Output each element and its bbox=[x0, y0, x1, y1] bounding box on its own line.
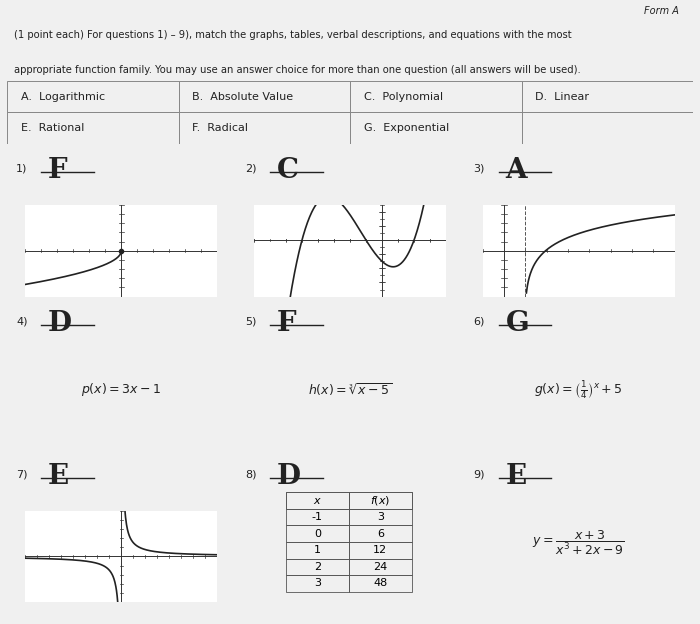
Text: 2): 2) bbox=[245, 163, 256, 173]
Text: $f(x)$: $f(x)$ bbox=[370, 494, 391, 507]
Text: A: A bbox=[505, 157, 527, 185]
Bar bbox=[286, 575, 349, 592]
Text: A.  Logarithmic: A. Logarithmic bbox=[21, 92, 105, 102]
Text: E: E bbox=[505, 463, 526, 490]
Text: $g(x) = \left(\frac{1}{4}\right)^x + 5$: $g(x) = \left(\frac{1}{4}\right)^x + 5$ bbox=[534, 379, 623, 401]
Text: 1): 1) bbox=[16, 163, 27, 173]
Bar bbox=[349, 509, 412, 525]
Bar bbox=[286, 558, 349, 575]
Text: 5): 5) bbox=[245, 316, 256, 326]
Text: 3): 3) bbox=[473, 163, 485, 173]
Text: 6): 6) bbox=[473, 316, 485, 326]
Text: $p(x) = 3x − 1$: $p(x) = 3x − 1$ bbox=[81, 381, 161, 398]
Text: 3: 3 bbox=[314, 578, 321, 588]
Text: 48: 48 bbox=[373, 578, 387, 588]
Text: G: G bbox=[505, 310, 529, 338]
Text: 12: 12 bbox=[373, 545, 387, 555]
Text: D: D bbox=[48, 310, 72, 338]
Text: $y = \dfrac{x+3}{x^3+2x-9}$: $y = \dfrac{x+3}{x^3+2x-9}$ bbox=[532, 529, 625, 557]
Bar bbox=[349, 492, 412, 509]
Bar bbox=[349, 558, 412, 575]
Text: 7): 7) bbox=[16, 469, 27, 479]
Bar bbox=[178, 81, 350, 112]
Text: F.  Radical: F. Radical bbox=[193, 123, 248, 133]
Text: $x$: $x$ bbox=[313, 495, 322, 505]
Text: C.  Polynomial: C. Polynomial bbox=[364, 92, 443, 102]
Bar bbox=[349, 542, 412, 558]
Text: D.  Linear: D. Linear bbox=[536, 92, 589, 102]
Bar bbox=[286, 492, 349, 509]
Bar bbox=[286, 509, 349, 525]
Bar bbox=[350, 112, 522, 144]
Text: -1: -1 bbox=[312, 512, 323, 522]
Text: G.  Exponential: G. Exponential bbox=[364, 123, 449, 133]
Text: 1: 1 bbox=[314, 545, 321, 555]
Text: $h(x) = \sqrt[3]{x-5}$: $h(x) = \sqrt[3]{x-5}$ bbox=[308, 381, 392, 398]
Text: 9): 9) bbox=[473, 469, 485, 479]
Bar bbox=[7, 112, 178, 144]
Text: (1 point each) For questions 1) – 9), match the graphs, tables, verbal descripti: (1 point each) For questions 1) – 9), ma… bbox=[14, 31, 571, 41]
Bar bbox=[286, 542, 349, 558]
Text: appropriate function family. You may use an answer choice for more than one ques: appropriate function family. You may use… bbox=[14, 64, 580, 75]
Bar bbox=[286, 492, 349, 509]
Bar bbox=[522, 81, 693, 112]
Text: C: C bbox=[276, 157, 299, 185]
Text: B.  Absolute Value: B. Absolute Value bbox=[193, 92, 293, 102]
Text: 2: 2 bbox=[314, 562, 321, 572]
Bar bbox=[522, 112, 693, 144]
Bar bbox=[349, 575, 412, 592]
Text: D: D bbox=[276, 463, 301, 490]
Text: E: E bbox=[48, 463, 69, 490]
Text: 4): 4) bbox=[16, 316, 27, 326]
Text: 6: 6 bbox=[377, 529, 384, 539]
Text: 24: 24 bbox=[373, 562, 387, 572]
Bar bbox=[349, 525, 412, 542]
Text: Form A: Form A bbox=[645, 6, 679, 16]
Text: 3: 3 bbox=[377, 512, 384, 522]
Text: 0: 0 bbox=[314, 529, 321, 539]
Text: 8): 8) bbox=[245, 469, 256, 479]
Bar bbox=[178, 112, 350, 144]
Bar bbox=[349, 492, 412, 509]
Bar bbox=[7, 81, 178, 112]
Bar bbox=[286, 525, 349, 542]
Text: F: F bbox=[276, 310, 297, 338]
Text: F: F bbox=[48, 157, 68, 185]
Text: E.  Rational: E. Rational bbox=[21, 123, 84, 133]
Bar bbox=[350, 81, 522, 112]
